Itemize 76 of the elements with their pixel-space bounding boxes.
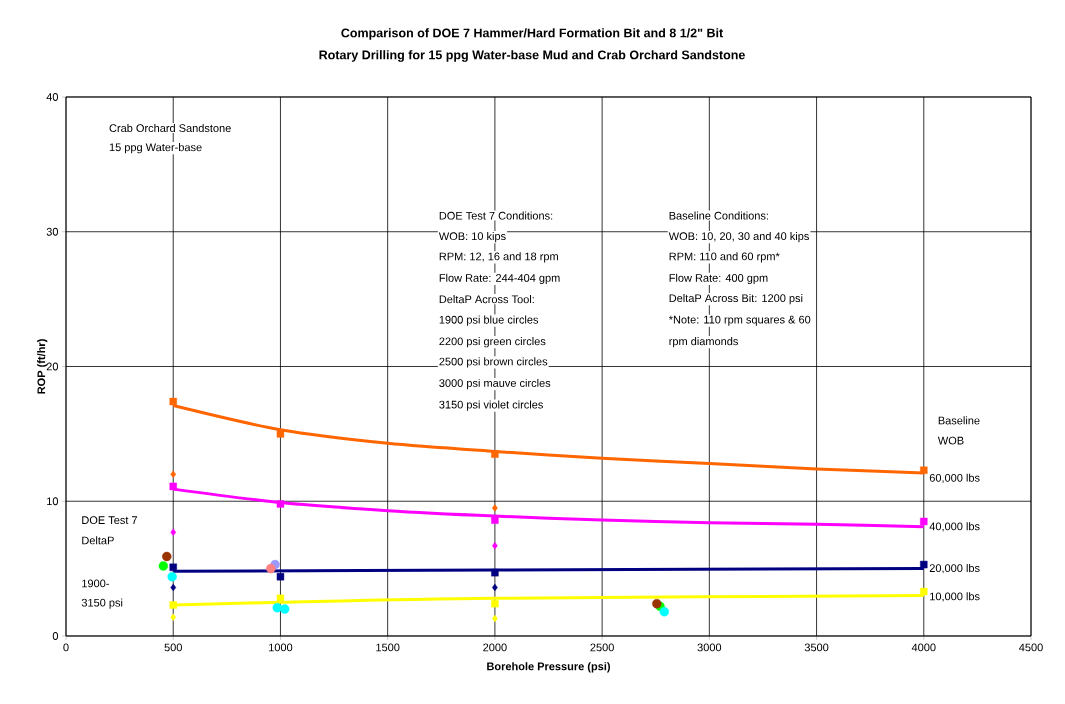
point [659,607,670,617]
point [276,573,285,581]
x-tick-label: 3500 [804,643,829,652]
annotation: 40,000 lbs [929,522,980,532]
annotation: *Note: 110 rpm squares & 60 [668,315,811,326]
y-tick-label: 0 [52,632,59,640]
chart-title: Comparison of DOE 7 Hammer/Hard Formation Bit and 8 1/2" Bit [341,28,724,40]
annotation: 3000 psi mauve circles [439,378,551,390]
annotation: Crab Orchard Sandstone [109,123,231,133]
x-axis-title: Borehole Pressure (psi) [487,662,610,673]
point [276,430,285,438]
point [276,594,285,602]
point [491,599,499,608]
point [920,517,928,526]
annotation: 2500 psi brown circles [439,357,548,368]
annotation: 3150 psi violet circles [439,400,543,411]
annotation: DeltaP Across Bit: 1200 psi [669,294,803,305]
point [170,613,177,621]
x-tick-label: 2500 [590,643,614,652]
annotation: 10,000 lbs [930,592,980,602]
x-tick-label: 4000 [911,643,936,652]
annotation: RPM: 110 and 60 rpm* [669,252,780,263]
annotation: Baseline Conditions: [669,211,768,220]
x-tick-label: 1500 [376,643,400,652]
annotation: WOB: 10 kips [438,232,506,243]
annotation: 60,000 lbs [929,473,980,484]
annotation: 2200 psi green circles [439,337,546,348]
point [169,482,177,491]
point [162,551,172,562]
point [276,500,285,508]
point [491,516,499,524]
x-tick-label: 3000 [697,643,722,652]
point [280,604,290,614]
x-tick-label: 0 [63,643,69,652]
annotation: DOE Test 7 Conditions: [439,211,553,220]
annotation: RPM: 12, 16 and 18 rpm [439,252,558,263]
annotation: rpm diamonds [669,337,738,348]
point [169,563,177,571]
annotation: DeltaP Across Tool: [439,295,534,304]
annotation: WOB: 10, 20, 30 and 40 kips [668,232,809,243]
point [167,572,177,582]
annotation: DeltaP [82,536,114,545]
chart-subtitle: Rotary Drilling for 15 ppg Water-base Mud and Crab Orchard Sandstone [319,50,745,62]
y-tick-label: 40 [46,93,59,101]
x-tick-label: 1000 [269,643,293,652]
annotation: DOE Test 7 [82,516,138,525]
point [169,397,177,406]
point [158,561,169,571]
point [492,504,498,512]
annotation: 1900- [82,579,109,588]
point [170,583,177,592]
y-tick-label: 30 [46,227,59,236]
point [492,542,498,550]
point [920,560,928,569]
annotation: 15 ppg Water-base [109,143,202,154]
point [920,587,928,596]
annotation: WOB [937,436,964,445]
annotation: 20,000 lbs [929,563,980,574]
point [266,563,276,574]
y-tick-label: 10 [47,497,59,506]
annotation: Flow Rate: 400 gpm [669,273,768,285]
point [920,466,928,474]
y-tick-label: 20 [46,362,59,371]
point [169,601,177,609]
annotation: Flow Rate: 244-404 gpm [439,273,560,285]
point [170,470,177,478]
x-tick-label: 2000 [483,643,507,652]
annotation: 1900 psi blue circles [439,315,539,326]
x-tick-label: 500 [164,643,182,652]
y-axis-title: ROP (ft/hr) [37,339,48,394]
point [491,450,499,458]
point [491,568,499,577]
annotation: Baseline [938,416,980,425]
x-tick-label: 4500 [1019,643,1043,652]
annotation: 3150 psi [81,598,123,609]
point [170,528,177,536]
